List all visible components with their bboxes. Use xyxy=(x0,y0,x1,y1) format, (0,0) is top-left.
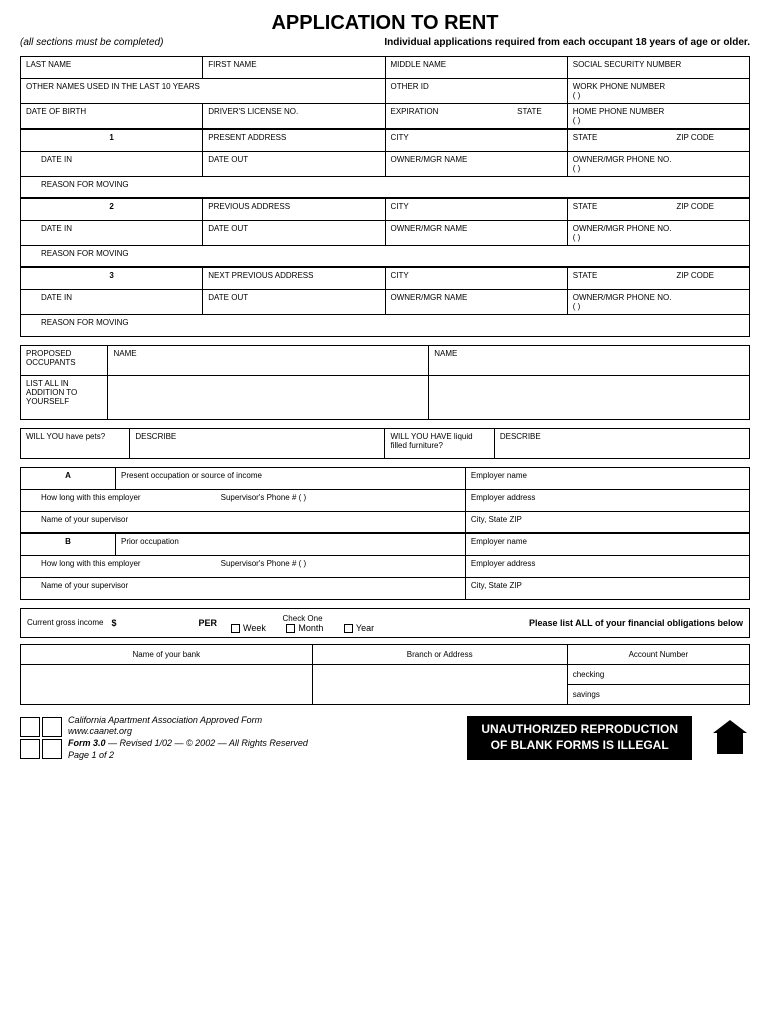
subhead-right: Individual applications required from ea… xyxy=(384,37,750,48)
addr3-city-field[interactable]: CITY xyxy=(385,267,567,289)
emp-cityzip-field[interactable]: City, State ZIP xyxy=(465,511,749,533)
warning-banner: UNAUTHORIZED REPRODUCTION OF BLANK FORMS… xyxy=(467,716,692,759)
addr2-city-field[interactable]: CITY xyxy=(385,198,567,220)
addr2-datein-field[interactable]: DATE IN xyxy=(21,220,203,245)
prior-sup-name-field[interactable]: Name of your supervisor xyxy=(21,577,466,599)
month-checkbox[interactable] xyxy=(286,624,295,633)
exp-state-field[interactable]: EXPIRATIONSTATE xyxy=(385,104,567,130)
dl-field[interactable]: DRIVER'S LICENSE NO. xyxy=(203,104,385,130)
addr3-num: 3 xyxy=(21,267,203,289)
addr1-owner-field[interactable]: OWNER/MGR NAME xyxy=(385,151,567,176)
equal-housing-icon xyxy=(710,717,750,759)
last-name-field[interactable]: LAST NAME xyxy=(21,57,203,79)
form-title: APPLICATION TO RENT xyxy=(20,12,750,35)
emp-name-field[interactable]: Employer name xyxy=(465,467,749,489)
subhead: (all sections must be completed) Individ… xyxy=(20,37,750,48)
year-checkbox[interactable] xyxy=(344,624,353,633)
work-phone-field[interactable]: WORK PHONE NUMBER( ) xyxy=(567,79,749,104)
prior-occ-field[interactable]: Prior occupation xyxy=(116,533,466,555)
addr1-city-field[interactable]: CITY xyxy=(385,129,567,151)
savings-field[interactable]: savings xyxy=(567,684,749,704)
subhead-left: (all sections must be completed) xyxy=(20,37,163,48)
prior-how-long-field[interactable]: How long with this employerSupervisor's … xyxy=(21,555,466,577)
addr1-datein-field[interactable]: DATE IN xyxy=(21,151,203,176)
addr2-owner-field[interactable]: OWNER/MGR NAME xyxy=(385,220,567,245)
addr1-ownerphone-field[interactable]: OWNER/MGR PHONE NO.( ) xyxy=(567,151,749,176)
obligations-label: Please list ALL of your financial obliga… xyxy=(529,618,743,628)
emp-b-num: B xyxy=(21,533,116,555)
addr3-dateout-field[interactable]: DATE OUT xyxy=(203,289,385,314)
addr1-reason-field[interactable]: REASON FOR MOVING xyxy=(21,176,750,198)
occ-name3-field[interactable] xyxy=(108,375,429,419)
next-prev-address-field[interactable]: NEXT PREVIOUS ADDRESS xyxy=(203,267,385,289)
addr3-datein-field[interactable]: DATE IN xyxy=(21,289,203,314)
other-names-field[interactable]: OTHER NAMES USED IN THE LAST 10 YEARS xyxy=(21,79,386,104)
other-id-field[interactable]: OTHER ID xyxy=(385,79,567,104)
pets-table: WILL YOU have pets? DESCRIBE WILL YOU HA… xyxy=(20,428,750,459)
pets-describe-field[interactable]: DESCRIBE xyxy=(130,428,385,458)
bank-table: Name of your bank Branch or Address Acco… xyxy=(20,644,750,705)
occ-name4-field[interactable] xyxy=(429,375,750,419)
acct-header: Account Number xyxy=(567,644,749,664)
present-address-field[interactable]: PRESENT ADDRESS xyxy=(203,129,385,151)
addr3-ownerphone-field[interactable]: OWNER/MGR PHONE NO.( ) xyxy=(567,289,749,314)
branch-header: Branch or Address xyxy=(312,644,567,664)
occ-name1-field[interactable]: NAME xyxy=(108,345,429,375)
addr3-owner-field[interactable]: OWNER/MGR NAME xyxy=(385,289,567,314)
branch-field[interactable] xyxy=(312,664,567,704)
ssn-field[interactable]: SOCIAL SECURITY NUMBER xyxy=(567,57,749,79)
footer: California Apartment Association Approve… xyxy=(20,715,750,762)
emp-a-num: A xyxy=(21,467,116,489)
list-all-label: LIST ALL IN ADDITION TO YOURSELF xyxy=(21,375,108,419)
prior-emp-name-field[interactable]: Employer name xyxy=(465,533,749,555)
footer-text: California Apartment Association Approve… xyxy=(68,715,308,762)
checking-field[interactable]: checking xyxy=(567,664,749,684)
furniture-question[interactable]: WILL YOU HAVE liquid filled furniture? xyxy=(385,428,494,458)
emp-addr-field[interactable]: Employer address xyxy=(465,489,749,511)
addr3-state-zip-field[interactable]: STATEZIP CODE xyxy=(567,267,749,289)
caa-logo-icon xyxy=(20,717,62,759)
furniture-describe-field[interactable]: DESCRIBE xyxy=(494,428,749,458)
proposed-occupants-label: PROPOSED OCCUPANTS xyxy=(21,345,108,375)
bank-name-field[interactable] xyxy=(21,664,313,704)
income-label: Current gross income xyxy=(27,618,103,627)
personal-info-table: LAST NAME FIRST NAME MIDDLE NAME SOCIAL … xyxy=(20,56,750,337)
previous-address-field[interactable]: PREVIOUS ADDRESS xyxy=(203,198,385,220)
employment-table: A Present occupation or source of income… xyxy=(20,467,750,600)
sup-name-field[interactable]: Name of your supervisor xyxy=(21,511,466,533)
income-dollar[interactable]: $ xyxy=(111,618,116,628)
addr1-state-zip-field[interactable]: STATEZIP CODE xyxy=(567,129,749,151)
occupants-table: PROPOSED OCCUPANTS NAME NAME LIST ALL IN… xyxy=(20,345,750,420)
addr2-dateout-field[interactable]: DATE OUT xyxy=(203,220,385,245)
income-row: Current gross income $ PER Check One Wee… xyxy=(20,608,750,638)
home-phone-field[interactable]: HOME PHONE NUMBER( ) xyxy=(567,104,749,130)
how-long-field[interactable]: How long with this employerSupervisor's … xyxy=(21,489,466,511)
present-occ-field[interactable]: Present occupation or source of income xyxy=(116,467,466,489)
addr2-ownerphone-field[interactable]: OWNER/MGR PHONE NO.( ) xyxy=(567,220,749,245)
addr2-reason-field[interactable]: REASON FOR MOVING xyxy=(21,245,750,267)
addr2-state-zip-field[interactable]: STATEZIP CODE xyxy=(567,198,749,220)
check-one-label: Check One xyxy=(283,614,323,623)
addr1-num: 1 xyxy=(21,129,203,151)
bank-name-header: Name of your bank xyxy=(21,644,313,664)
addr3-reason-field[interactable]: REASON FOR MOVING xyxy=(21,314,750,336)
occ-name2-field[interactable]: NAME xyxy=(429,345,750,375)
per-label: PER xyxy=(199,618,218,628)
dob-field[interactable]: DATE OF BIRTH xyxy=(21,104,203,130)
addr1-dateout-field[interactable]: DATE OUT xyxy=(203,151,385,176)
week-checkbox[interactable] xyxy=(231,624,240,633)
addr2-num: 2 xyxy=(21,198,203,220)
prior-emp-cityzip-field[interactable]: City, State ZIP xyxy=(465,577,749,599)
middle-name-field[interactable]: MIDDLE NAME xyxy=(385,57,567,79)
first-name-field[interactable]: FIRST NAME xyxy=(203,57,385,79)
pets-question[interactable]: WILL YOU have pets? xyxy=(21,428,130,458)
prior-emp-addr-field[interactable]: Employer address xyxy=(465,555,749,577)
